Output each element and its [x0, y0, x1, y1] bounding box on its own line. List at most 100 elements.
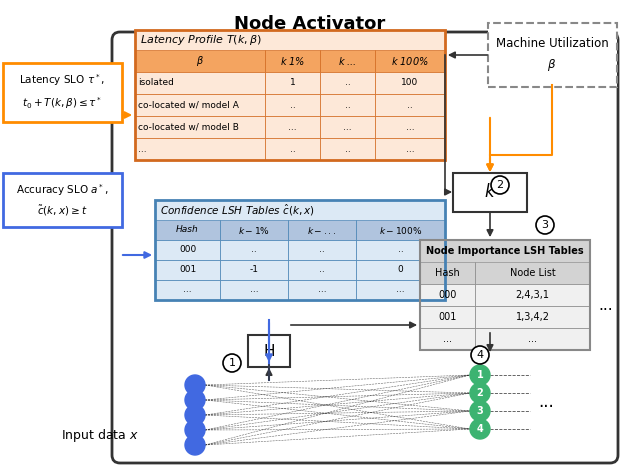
Text: Confidence LSH Tables $\hat{c}(k, x)$: Confidence LSH Tables $\hat{c}(k, x)$ [160, 202, 315, 218]
Text: isolated: isolated [138, 79, 174, 88]
Bar [356, 280, 445, 300]
Circle shape [223, 354, 241, 372]
Circle shape [470, 419, 490, 439]
Text: ...: ... [598, 298, 612, 313]
Text: 1,3,4,2: 1,3,4,2 [515, 312, 550, 322]
FancyBboxPatch shape [488, 23, 617, 87]
Text: ...: ... [138, 144, 147, 154]
Bar [135, 72, 265, 94]
Text: $k$ 100%: $k$ 100% [391, 55, 429, 67]
Text: ...: ... [288, 123, 297, 131]
Bar [265, 72, 320, 94]
Text: ...: ... [317, 286, 326, 295]
Text: ...: ... [343, 123, 352, 131]
FancyBboxPatch shape [112, 32, 618, 463]
Bar [220, 240, 288, 260]
Text: co-located w/ model A: co-located w/ model A [138, 100, 239, 110]
Bar [375, 138, 445, 160]
Bar [320, 138, 375, 160]
Text: -1: -1 [250, 265, 259, 274]
Text: ...: ... [183, 286, 192, 295]
Text: Input data $x$: Input data $x$ [61, 427, 139, 444]
FancyBboxPatch shape [248, 335, 290, 367]
Text: Node Importance LSH Tables: Node Importance LSH Tables [426, 246, 584, 256]
Bar [135, 116, 265, 138]
Bar [420, 306, 475, 328]
Bar [135, 30, 445, 160]
Text: ..: .. [344, 144, 350, 154]
Text: 3: 3 [541, 220, 548, 230]
Bar [375, 94, 445, 116]
Bar [475, 306, 590, 328]
Bar [220, 260, 288, 280]
Bar [375, 72, 445, 94]
Bar [320, 50, 375, 72]
Text: 3: 3 [477, 406, 483, 416]
Text: 000: 000 [438, 290, 457, 300]
Bar [288, 280, 356, 300]
Circle shape [185, 405, 205, 425]
Bar [320, 116, 375, 138]
Bar [265, 94, 320, 116]
Text: ..: .. [319, 265, 325, 274]
Text: $k$: $k$ [484, 183, 496, 201]
Bar [288, 240, 356, 260]
Bar [220, 220, 288, 240]
Bar [135, 94, 265, 116]
Bar [375, 50, 445, 72]
Bar [265, 50, 320, 72]
Bar [155, 240, 220, 260]
Circle shape [185, 420, 205, 440]
Text: Accuracy SLO $a^*$,
$\tilde{c}(k,x) \geq t$: Accuracy SLO $a^*$, $\tilde{c}(k,x) \geq… [15, 182, 108, 218]
Text: 1: 1 [228, 358, 236, 368]
Text: 000: 000 [179, 245, 196, 254]
Text: 2,4,3,1: 2,4,3,1 [515, 290, 550, 300]
Text: ..: .. [344, 100, 350, 110]
Text: $\beta$: $\beta$ [196, 54, 204, 68]
Text: ..: .. [344, 79, 350, 88]
Bar [356, 260, 445, 280]
Bar [420, 240, 590, 350]
Bar [265, 116, 320, 138]
Bar [135, 50, 265, 72]
Text: ..: .. [290, 100, 296, 110]
FancyBboxPatch shape [3, 63, 122, 122]
Text: 001: 001 [179, 265, 196, 274]
Bar [475, 328, 590, 350]
Text: ..: .. [397, 245, 403, 254]
Bar [220, 280, 288, 300]
Bar [288, 260, 356, 280]
Text: ...: ... [538, 393, 554, 411]
Text: $k - 100\%$: $k - 100\%$ [379, 225, 422, 236]
Text: 1: 1 [477, 370, 483, 380]
Text: 1: 1 [290, 79, 296, 88]
Bar [420, 240, 590, 262]
Bar [420, 328, 475, 350]
Bar [475, 284, 590, 306]
Text: ...: ... [406, 144, 414, 154]
Text: Hash: Hash [435, 268, 460, 278]
Text: 001: 001 [438, 312, 457, 322]
Text: 4: 4 [476, 350, 484, 360]
Bar [155, 280, 220, 300]
Text: ..: .. [290, 144, 296, 154]
Circle shape [185, 390, 205, 410]
Text: 100: 100 [401, 79, 419, 88]
Text: $k$ 1%: $k$ 1% [280, 55, 305, 67]
Circle shape [185, 435, 205, 455]
Text: 0: 0 [397, 265, 403, 274]
Circle shape [536, 216, 554, 234]
Text: Machine Utilization
$\beta$: Machine Utilization $\beta$ [495, 37, 609, 73]
FancyBboxPatch shape [3, 173, 122, 227]
Text: ..: .. [407, 100, 413, 110]
Bar [155, 200, 445, 300]
Bar [420, 284, 475, 306]
Text: ...: ... [406, 123, 414, 131]
Text: ..: .. [319, 245, 325, 254]
Bar [135, 138, 265, 160]
Text: ...: ... [443, 334, 452, 344]
Circle shape [471, 346, 489, 364]
Text: 2: 2 [477, 388, 483, 398]
Bar [475, 262, 590, 284]
Text: Hash: Hash [176, 226, 199, 235]
